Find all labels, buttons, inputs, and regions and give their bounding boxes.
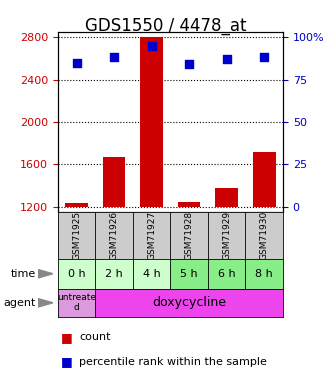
Text: percentile rank within the sample: percentile rank within the sample: [79, 357, 267, 367]
Point: [112, 54, 117, 60]
Text: GSM71925: GSM71925: [72, 211, 81, 260]
Point: [224, 56, 229, 62]
Bar: [178, 202, 201, 207]
Text: GSM71929: GSM71929: [222, 211, 231, 260]
Text: ■: ■: [61, 331, 73, 344]
Bar: [215, 188, 238, 207]
Text: doxycycline: doxycycline: [152, 296, 226, 309]
Point: [261, 54, 267, 60]
Point: [149, 43, 154, 49]
Bar: [140, 37, 163, 207]
Text: untreate
d: untreate d: [57, 294, 96, 312]
Text: GSM71930: GSM71930: [260, 211, 269, 260]
Polygon shape: [38, 270, 53, 278]
Text: time: time: [11, 269, 36, 279]
Text: GSM71928: GSM71928: [185, 211, 194, 260]
Point: [187, 61, 192, 67]
Bar: [103, 157, 125, 207]
Text: 2 h: 2 h: [105, 269, 123, 279]
Text: 5 h: 5 h: [180, 269, 198, 279]
Bar: [66, 203, 88, 207]
Text: count: count: [79, 333, 111, 342]
Polygon shape: [38, 298, 53, 307]
Bar: [253, 152, 275, 207]
Text: agent: agent: [3, 298, 36, 308]
Text: 0 h: 0 h: [68, 269, 85, 279]
Text: 6 h: 6 h: [218, 269, 236, 279]
Text: 8 h: 8 h: [256, 269, 273, 279]
Text: GSM71926: GSM71926: [110, 211, 119, 260]
Point: [74, 60, 79, 66]
Text: GDS1550 / 4478_at: GDS1550 / 4478_at: [85, 17, 246, 35]
Text: 4 h: 4 h: [143, 269, 161, 279]
Text: GSM71927: GSM71927: [147, 211, 156, 260]
Text: ■: ■: [61, 356, 73, 368]
